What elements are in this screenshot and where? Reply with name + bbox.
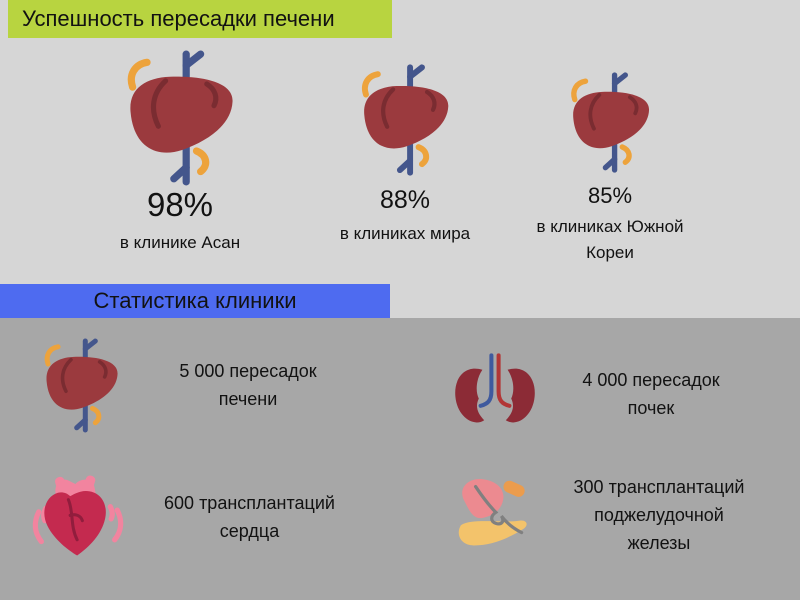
liver-icon [118, 50, 242, 186]
stat-label: 300 трансплантаций поджелудочной железы [573, 477, 745, 553]
clinic-stat-heart: 600 трансплантаций сердца [30, 470, 347, 566]
kidneys-icon [450, 350, 540, 440]
liver-icon [564, 72, 656, 173]
clinic-stat-pancreas: 300 трансплантаций поджелудочной железы [448, 470, 754, 562]
stat-label: в клиниках Южной Кореи [536, 217, 684, 262]
clinic-stat-kidneys: 4 000 пересадок почек [450, 350, 736, 440]
stat-label: в клинике Асан [119, 232, 241, 252]
liver-icon [38, 338, 124, 433]
percent-value: 88% [379, 186, 431, 214]
success-stat-korea: 85% в клиниках Южной Кореи [535, 72, 685, 265]
pancreas-icon [457, 477, 529, 548]
success-stat-asan: 98% в клинике Асан [90, 50, 270, 255]
clinic-stats-section: 5 000 пересадок печени 4 000 пересадок п… [0, 318, 800, 600]
clinic-stat-liver: 5 000 пересадок печени [38, 338, 338, 433]
success-banner: Успешность пересадки печени [8, 0, 392, 38]
stat-label: в клиниках мира [339, 223, 471, 243]
stat-label: 4 000 пересадок почек [582, 370, 720, 418]
heart-icon [30, 470, 126, 566]
stat-label: 5 000 пересадок печени [179, 360, 317, 409]
stat-label: 600 трансплантаций сердца [164, 493, 335, 541]
success-banner-title: Успешность пересадки печени [22, 6, 335, 31]
clinic-stats-banner: Статистика клиники [0, 284, 390, 318]
percent-value: 98% [146, 186, 214, 223]
percent-value: 85% [587, 183, 633, 208]
clinic-stats-banner-title: Статистика клиники [93, 288, 297, 313]
liver-icon [354, 64, 456, 176]
success-stat-world: 88% в клиниках мира [320, 64, 490, 246]
success-section: Успешность пересадки печени 98% в клиник… [8, 0, 685, 265]
